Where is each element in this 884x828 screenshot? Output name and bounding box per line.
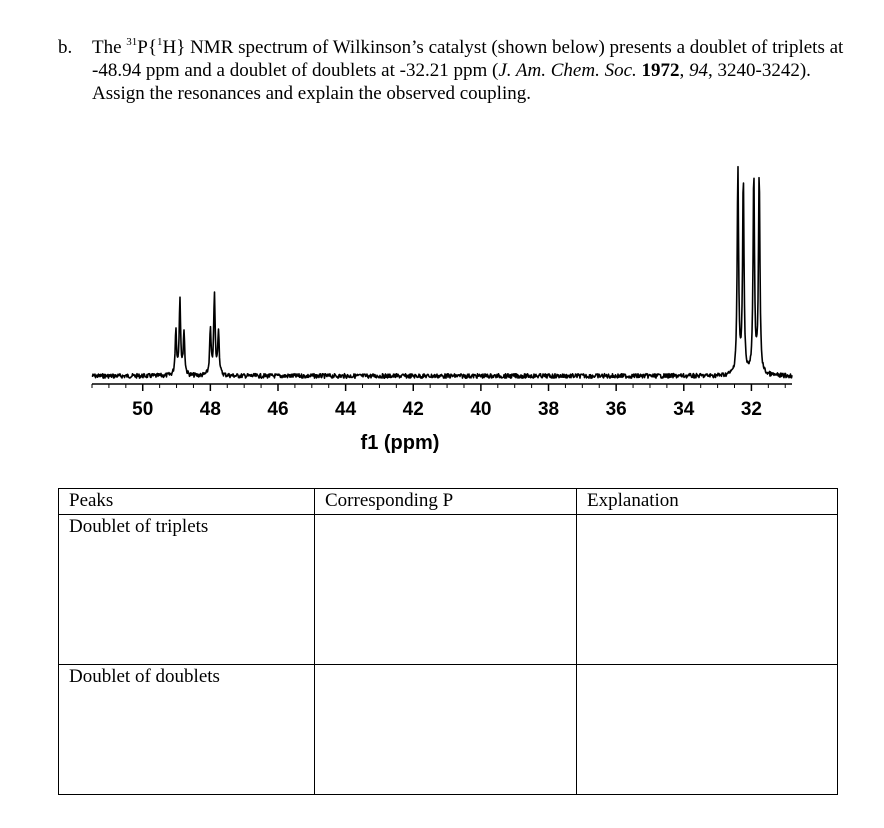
q-comma: , [679,60,690,81]
row1-explanation-cell[interactable] [576,514,838,665]
q-decoupled: H} [162,37,186,58]
x-tick-label: 46 [267,399,288,420]
x-tick-label: 40 [470,399,491,420]
x-tick-label: 32 [741,399,762,420]
answer-table: Peaks Corresponding P Explanation Double… [58,488,838,795]
row1-peak: Doublet of triplets [58,514,315,665]
row2-peak: Doublet of doublets [58,664,315,795]
x-tick-label: 44 [335,399,357,420]
question-body: The 31P{1H} NMR spectrum of Wilkinson’s … [92,36,848,105]
q-year: 1972 [641,60,680,81]
q-volume: 94 [689,60,709,81]
x-ticks: 50 48 46 44 42 40 38 36 34 32 [91,384,786,420]
q-sup-1: 1 [156,35,163,48]
question-text: b. The 31P{1H} NMR spectrum of Wilkinson… [58,36,848,105]
x-tick-label: 36 [606,399,627,420]
table-row: Doublet of doublets [58,664,838,795]
x-tick-label: 42 [403,399,424,420]
spectrum-trace [91,165,793,379]
header-peaks: Peaks [58,488,315,515]
x-tick-label: 38 [538,399,559,420]
nmr-spectrum-chart: 50 48 46 44 42 40 38 36 34 32 f1 (ppm) [91,165,793,454]
header-corresponding-p: Corresponding P [314,488,577,515]
row2-explanation-cell[interactable] [576,664,838,795]
x-tick-label: 48 [200,399,221,420]
q-text1: NMR spectrum of Wilkinson’s catalyst (sh… [92,37,844,81]
q-text2: , 3240-3242). Assign the resonances and … [92,60,811,104]
row2-corresponding-p-cell[interactable] [314,664,577,795]
q-journal: J. Am. Chem. Soc. [498,60,637,81]
x-tick-label: 34 [673,399,695,420]
q-sup-31: 31 [126,35,138,48]
table-row: Doublet of triplets [58,514,838,665]
row1-corresponding-p-cell[interactable] [314,514,577,665]
q-prefix: The [92,37,127,58]
header-explanation: Explanation [576,488,838,515]
question-label: b. [58,37,73,58]
table-header-row: Peaks Corresponding P Explanation [58,488,838,515]
x-axis-label: f1 (ppm) [361,432,440,454]
x-tick-label: 50 [132,399,153,420]
q-nucleus: P{ [137,37,157,58]
